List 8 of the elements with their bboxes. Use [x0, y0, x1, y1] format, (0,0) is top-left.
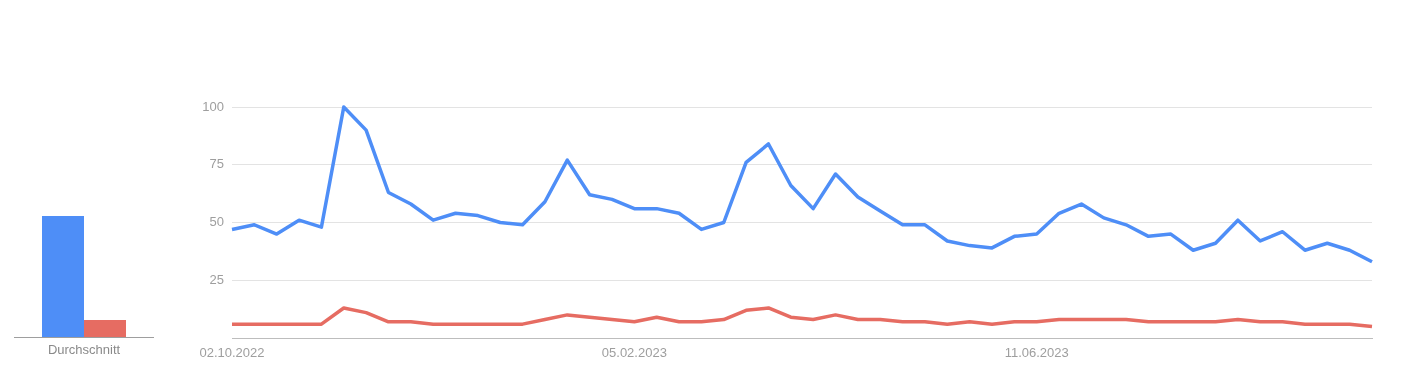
x-tick-label: 11.06.2023 — [1004, 345, 1069, 361]
y-tick-label: 25 — [209, 271, 224, 287]
x-tick-label: 02.10.2022 — [199, 345, 265, 361]
y-tick-label: 75 — [209, 156, 224, 172]
x-tick-label: Durchschnitt — [47, 342, 121, 358]
y-tick-label: 100 — [202, 98, 224, 114]
y-tick-label: 50 — [209, 214, 224, 230]
x-tick-label: 05.02.2023 — [601, 345, 667, 361]
